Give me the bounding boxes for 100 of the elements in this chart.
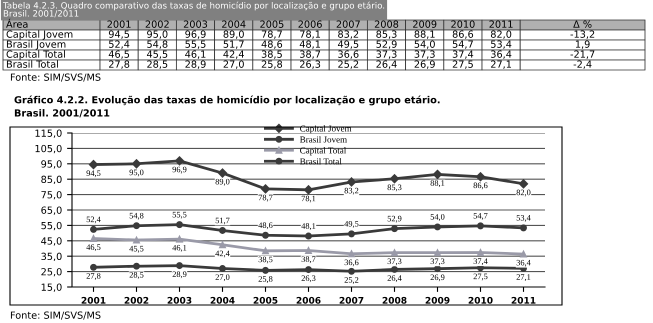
x-tick-label: 2008: [382, 296, 407, 304]
category-label: 2004: [222, 20, 246, 28]
text: 45,5: [146, 50, 168, 59]
text: 54,8: [147, 40, 168, 49]
text: 27,8: [108, 60, 130, 69]
y-tick-label: 75,0: [41, 191, 62, 200]
source-note: Fonte: SIM/SVS/MS: [10, 73, 100, 82]
data-label: 52,4: [86, 216, 101, 224]
text: 48,1: [300, 40, 320, 49]
data-label: 52,9: [388, 216, 402, 223]
text: 26,4: [376, 60, 397, 69]
x-tick-label: 2002: [124, 296, 148, 304]
data-label: 49,5: [344, 221, 358, 228]
data-label: 83,2: [344, 188, 358, 195]
data-label: 46,5: [86, 244, 100, 252]
text: 37,3: [376, 50, 397, 59]
data-label: 25,8: [258, 276, 272, 283]
data-label: 27,5: [474, 274, 488, 280]
data-label: 51,7: [216, 218, 230, 224]
text: 86,6: [452, 30, 474, 39]
x-tick-label: 2007: [340, 296, 364, 304]
data-label: 46,1: [172, 244, 186, 252]
text: 55,5: [185, 40, 206, 49]
text: 27,5: [452, 60, 473, 69]
source-note: Fonte: SIM/SVS/MS: [10, 311, 100, 320]
text: 38,7: [300, 50, 320, 59]
text: Δ %: [573, 20, 592, 28]
data-label: 54,0: [430, 214, 444, 221]
text: 95,0: [147, 30, 168, 39]
text: 27,1: [490, 60, 512, 69]
text: 46,1: [185, 50, 206, 59]
data-label: 27,1: [516, 274, 530, 281]
text: 48,6: [262, 40, 282, 49]
text: 46,5: [108, 50, 130, 59]
text: 25,2: [338, 60, 358, 69]
text: 38,5: [262, 50, 282, 59]
text: 1,9: [576, 40, 590, 49]
text: Brasil Jovem: [6, 40, 66, 50]
data-label: 54,7: [474, 213, 488, 220]
text: Área: [6, 18, 28, 28]
data-label: 38,5: [258, 256, 272, 264]
data-label: 42,4: [215, 250, 230, 258]
legend-label: Brasil Total: [300, 158, 342, 164]
text: -2,4: [574, 60, 592, 69]
text: 51,7: [224, 40, 244, 49]
data-label: 36,4: [516, 260, 531, 267]
text: 54,7: [452, 40, 473, 49]
text: 36,6: [338, 50, 359, 59]
text: 37,3: [414, 50, 435, 59]
data-label: 53,4: [516, 215, 531, 222]
data-label: 89,0: [216, 178, 230, 186]
data-label: 86,6: [474, 182, 488, 190]
text: Brasil Total: [6, 60, 58, 68]
category-label: 2007: [336, 20, 360, 28]
data-label: 48,1: [301, 223, 316, 230]
chart-title: Gráfico 4.2.2. Evolução das taxas de homicídio por localização e grupo etário. Brasil. 2001/2011: [14, 96, 440, 118]
data-label: 26,9: [430, 274, 444, 282]
text: 78,7: [262, 30, 282, 39]
data-label: 55,5: [172, 212, 186, 219]
data-label: 37,4: [474, 258, 488, 266]
text: 96,9: [185, 30, 206, 39]
category-label: 2006: [298, 20, 322, 28]
data-label: 27,0: [216, 274, 230, 282]
category-label: 2008: [374, 20, 398, 28]
y-tick-label: 25,0: [41, 268, 62, 276]
text: Capital Total: [6, 50, 65, 60]
text: 27,0: [224, 60, 244, 69]
text: 94,5: [108, 30, 130, 39]
data-label: 88,1: [430, 180, 444, 188]
text: 54,0: [414, 40, 435, 49]
text: 85,3: [376, 30, 397, 39]
y-tick-label: 65,0: [41, 206, 62, 215]
data-label: 36,6: [344, 260, 359, 266]
data-label: 37,3: [430, 258, 444, 266]
category-label: 2005: [260, 20, 284, 28]
text: 25,8: [262, 60, 282, 69]
text: 42,4: [223, 50, 244, 59]
text: 78,1: [300, 30, 320, 39]
text: 89,0: [224, 30, 244, 39]
x-tick-label: 2005: [254, 296, 278, 304]
y-tick-label: 95,0: [41, 160, 62, 169]
x-tick-label: 2009: [426, 296, 450, 304]
y-tick-label: 105,0: [36, 144, 62, 154]
y-tick-label: 15,0: [42, 283, 62, 292]
data-label: 96,9: [172, 166, 186, 174]
y-tick-label: 45,0: [41, 237, 62, 246]
category-label: 2010: [451, 20, 475, 28]
y-tick-label: 85,0: [41, 176, 62, 184]
data-label: 28,9: [172, 271, 186, 278]
data-label: 82,0: [516, 190, 530, 196]
legend-label: Capital Total: [300, 147, 346, 156]
y-tick-label: 55,0: [41, 222, 62, 230]
data-label: 78,1: [302, 196, 316, 202]
data-label: 26,3: [302, 275, 316, 282]
x-tick-label: 2001: [82, 296, 106, 304]
y-tick-label: 35,0: [41, 252, 62, 262]
data-label: 26,4: [388, 275, 402, 282]
text: 28,5: [147, 60, 168, 69]
text: 49,5: [338, 40, 358, 49]
text: 83,2: [338, 30, 358, 39]
